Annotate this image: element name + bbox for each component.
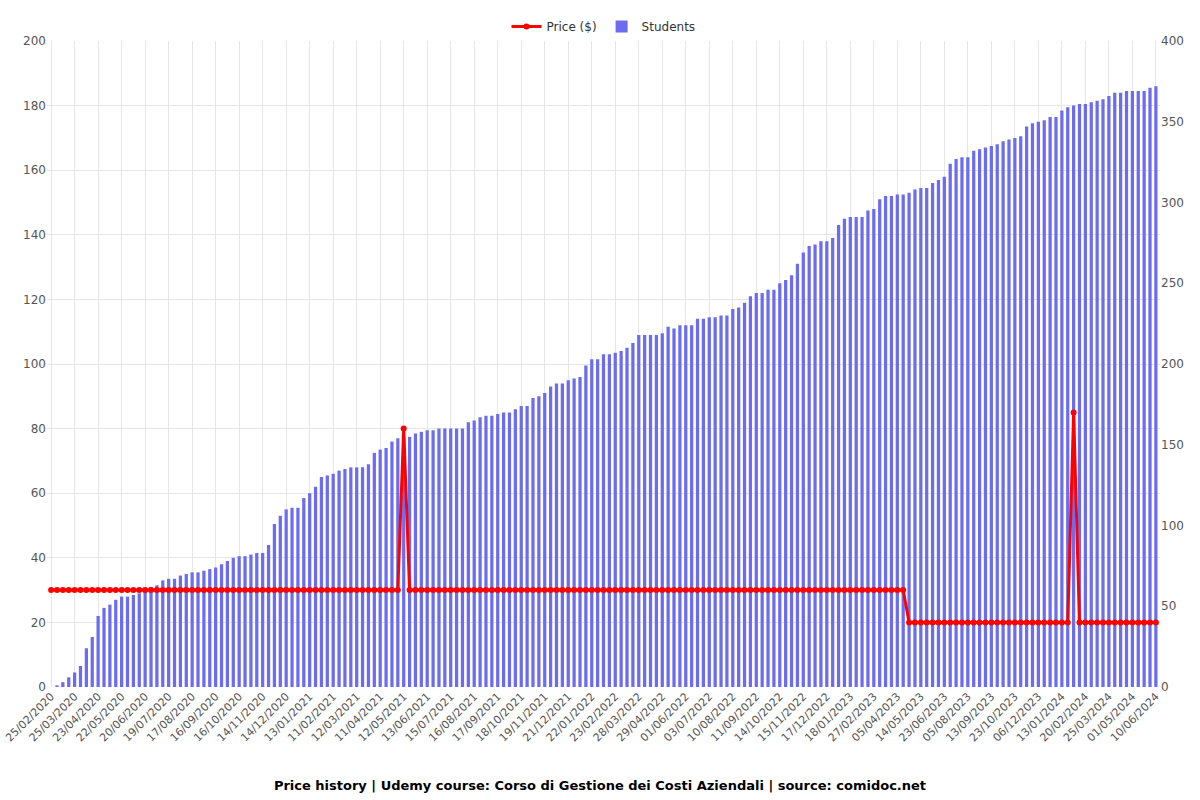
svg-text:200: 200 <box>1161 357 1184 371</box>
svg-text:14/12/2020: 14/12/2020 <box>238 690 292 744</box>
svg-text:14/05/2023: 14/05/2023 <box>873 690 927 744</box>
svg-text:20: 20 <box>31 616 46 630</box>
svg-text:19/07/2020: 19/07/2020 <box>121 690 175 744</box>
svg-text:22/05/2020: 22/05/2020 <box>74 690 128 744</box>
svg-text:16/08/2021: 16/08/2021 <box>426 690 480 744</box>
svg-text:Price history | Udemy course:: Price history | Udemy course: Corso di G… <box>274 778 926 793</box>
svg-text:28/03/2022: 28/03/2022 <box>591 690 645 744</box>
svg-text:Students: Students <box>642 20 696 34</box>
svg-text:400: 400 <box>1161 34 1184 48</box>
svg-text:23/10/2023: 23/10/2023 <box>967 690 1021 744</box>
svg-text:17/09/2021: 17/09/2021 <box>450 690 504 744</box>
svg-text:16/10/2020: 16/10/2020 <box>191 690 245 744</box>
svg-text:160: 160 <box>23 163 46 177</box>
svg-text:18/01/2023: 18/01/2023 <box>802 690 856 744</box>
svg-text:05/04/2023: 05/04/2023 <box>849 690 903 744</box>
svg-text:27/02/2023: 27/02/2023 <box>826 690 880 744</box>
svg-text:80: 80 <box>31 422 46 436</box>
svg-text:03/07/2022: 03/07/2022 <box>661 690 715 744</box>
svg-text:13/09/2023: 13/09/2023 <box>943 690 997 744</box>
svg-text:19/11/2021: 19/11/2021 <box>497 690 551 744</box>
svg-text:50: 50 <box>1161 599 1176 613</box>
svg-text:25/03/2020: 25/03/2020 <box>27 690 81 744</box>
svg-text:250: 250 <box>1161 276 1184 290</box>
svg-text:18/10/2021: 18/10/2021 <box>473 690 527 744</box>
svg-text:15/11/2022: 15/11/2022 <box>755 690 809 744</box>
svg-text:23/02/2022: 23/02/2022 <box>567 690 621 744</box>
svg-text:12/05/2021: 12/05/2021 <box>356 690 410 744</box>
svg-text:10/06/2024: 10/06/2024 <box>1108 690 1162 744</box>
svg-text:Price ($): Price ($) <box>547 20 597 34</box>
svg-text:25/03/2024: 25/03/2024 <box>1061 690 1115 744</box>
svg-text:60: 60 <box>31 486 46 500</box>
svg-text:20/06/2020: 20/06/2020 <box>97 690 151 744</box>
svg-text:300: 300 <box>1161 196 1184 210</box>
svg-text:29/04/2022: 29/04/2022 <box>614 690 668 744</box>
svg-text:13/01/2021: 13/01/2021 <box>262 690 316 744</box>
svg-text:11/04/2021: 11/04/2021 <box>332 690 386 744</box>
svg-text:23/06/2023: 23/06/2023 <box>896 690 950 744</box>
svg-text:14/10/2022: 14/10/2022 <box>732 690 786 744</box>
svg-text:11/02/2021: 11/02/2021 <box>285 690 339 744</box>
svg-text:120: 120 <box>23 293 46 307</box>
svg-text:0: 0 <box>38 680 46 694</box>
svg-text:12/03/2021: 12/03/2021 <box>309 690 363 744</box>
svg-text:01/05/2024: 01/05/2024 <box>1084 690 1138 744</box>
svg-text:16/09/2020: 16/09/2020 <box>168 690 222 744</box>
svg-text:20/02/2024: 20/02/2024 <box>1037 690 1091 744</box>
svg-text:180: 180 <box>23 99 46 113</box>
svg-text:140: 140 <box>23 228 46 242</box>
svg-text:05/08/2023: 05/08/2023 <box>920 690 974 744</box>
svg-text:13/06/2021: 13/06/2021 <box>379 690 433 744</box>
svg-text:14/11/2020: 14/11/2020 <box>215 690 269 744</box>
svg-text:11/09/2022: 11/09/2022 <box>708 690 762 744</box>
svg-text:150: 150 <box>1161 438 1184 452</box>
svg-text:200: 200 <box>23 34 46 48</box>
svg-text:06/12/2023: 06/12/2023 <box>990 690 1044 744</box>
svg-text:17/12/2022: 17/12/2022 <box>779 690 833 744</box>
svg-text:23/04/2020: 23/04/2020 <box>50 690 104 744</box>
svg-text:25/02/2020: 25/02/2020 <box>3 690 57 744</box>
svg-text:01/06/2022: 01/06/2022 <box>638 690 692 744</box>
svg-text:17/08/2020: 17/08/2020 <box>144 690 198 744</box>
svg-text:13/01/2024: 13/01/2024 <box>1014 690 1068 744</box>
svg-text:40: 40 <box>31 551 46 565</box>
svg-text:10/08/2022: 10/08/2022 <box>685 690 739 744</box>
svg-text:15/07/2021: 15/07/2021 <box>403 690 457 744</box>
svg-text:100: 100 <box>1161 519 1184 533</box>
svg-text:0: 0 <box>1161 680 1169 694</box>
svg-text:22/01/2022: 22/01/2022 <box>544 690 598 744</box>
svg-text:350: 350 <box>1161 115 1184 129</box>
svg-text:21/12/2021: 21/12/2021 <box>520 690 574 744</box>
svg-text:100: 100 <box>23 357 46 371</box>
